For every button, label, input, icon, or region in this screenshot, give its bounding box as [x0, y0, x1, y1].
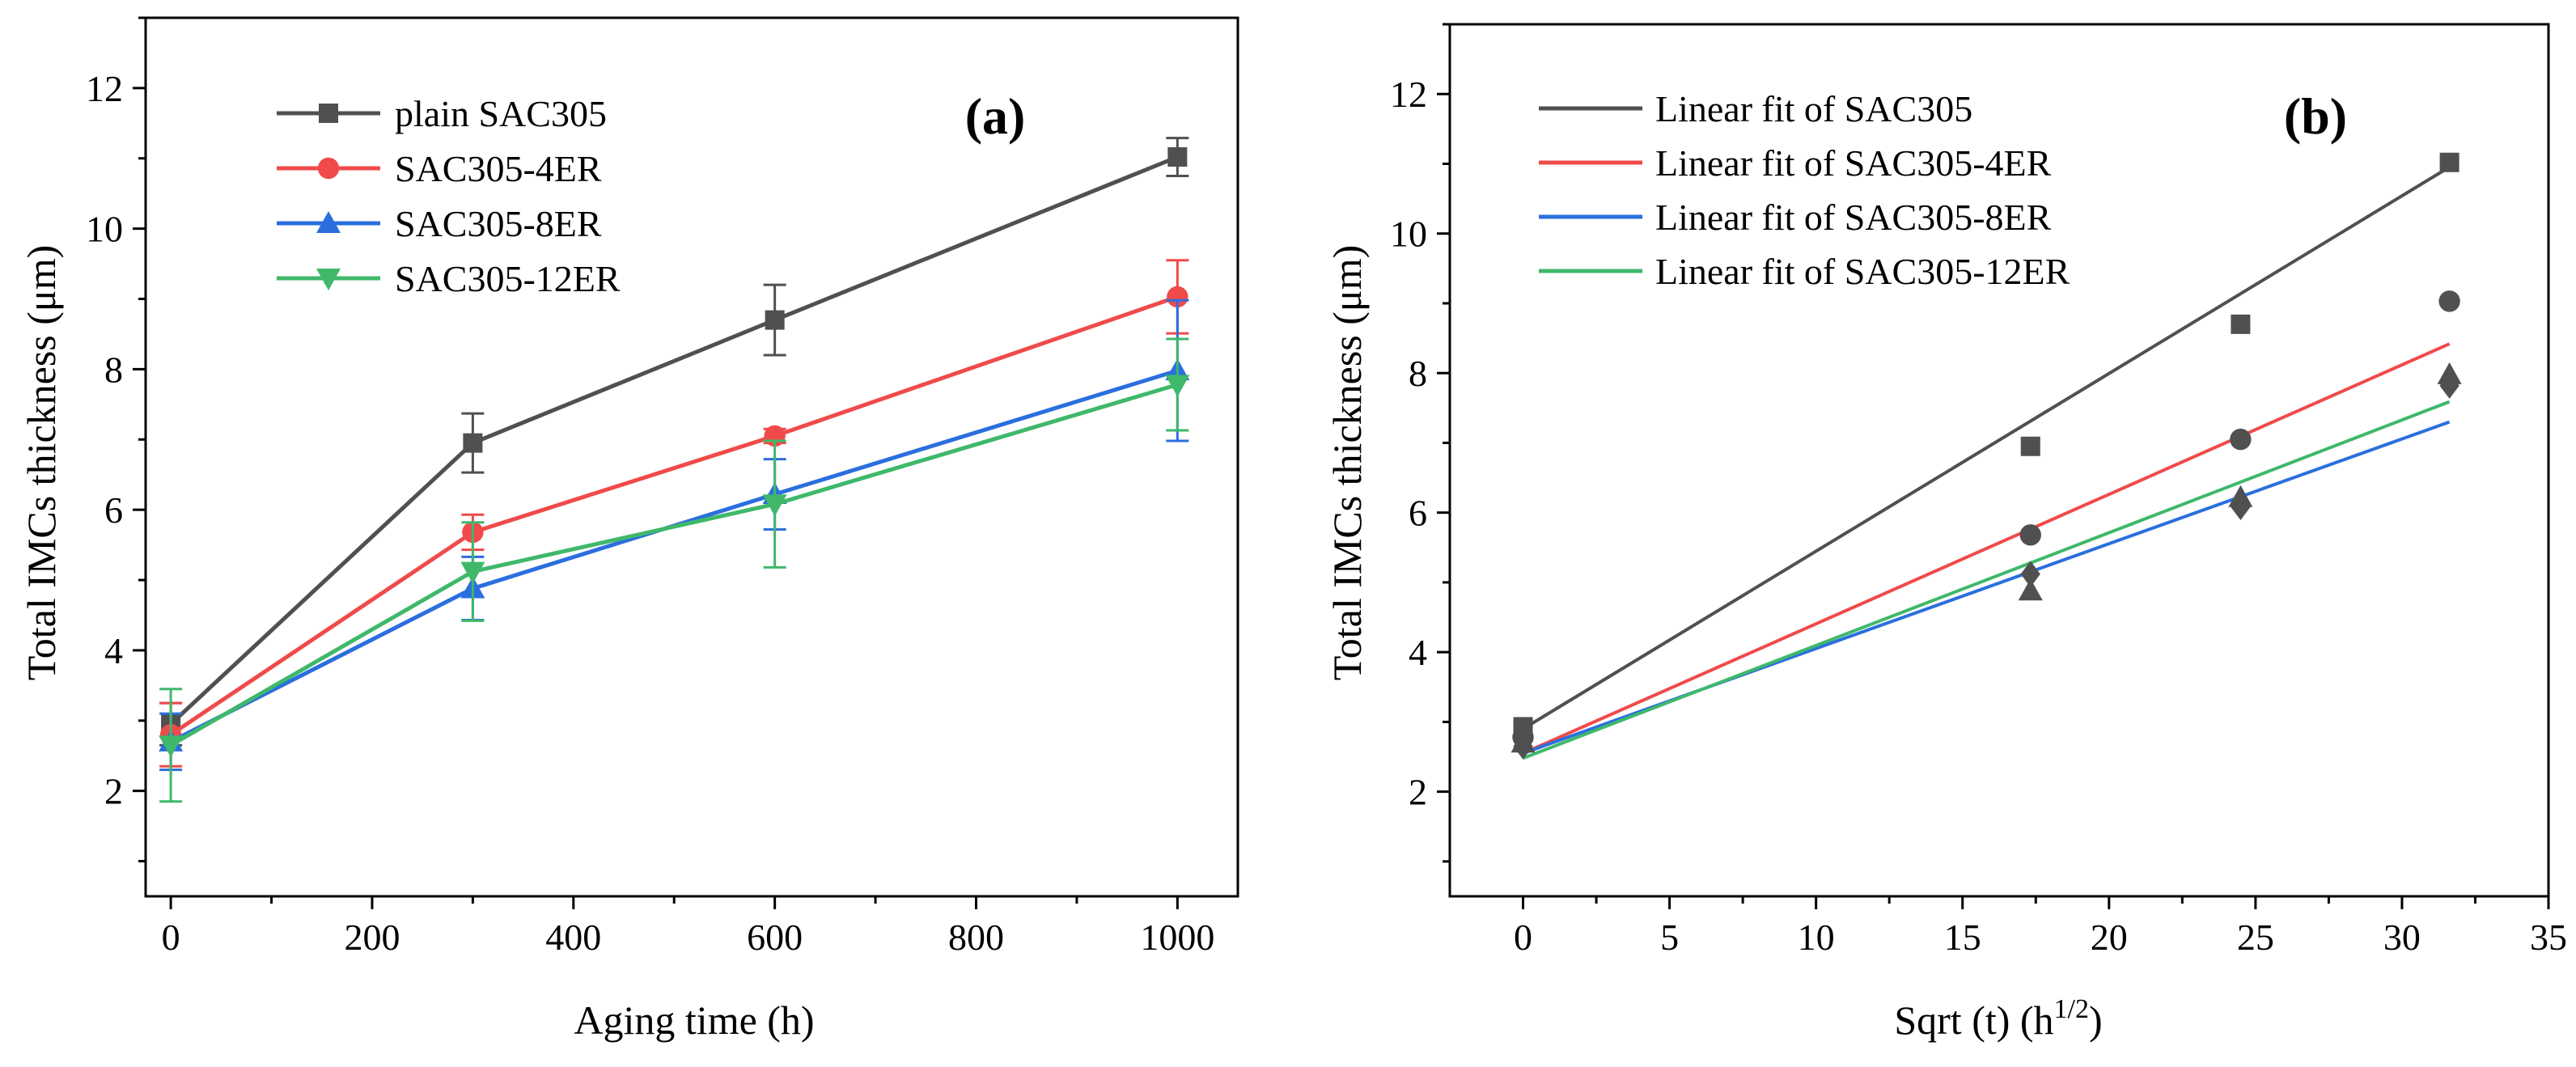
data-point-plain-sac305 [765, 310, 785, 330]
panel-b-x-tick-label: 15 [1944, 917, 1981, 958]
fit-line-linear-fit-of-sac305-12er [1522, 400, 2451, 760]
data-point-plain-sac305 [1167, 147, 1188, 167]
panel-a-legend: plain SAC305 SAC305-4ER SAC305-8ER SAC305-1… [277, 93, 621, 299]
panel-a-x-tick-label: 600 [747, 917, 803, 958]
panel-a-label: (a) [965, 87, 1026, 145]
series-plain-sac305 [159, 137, 1189, 747]
legend-label-linear-fit-of-sac305-4er: Linear fit of SAC305-4ER [1655, 142, 2052, 184]
panel-b-y-tick-label: 2 [1409, 772, 1427, 813]
data-point-plain-sac305 [463, 433, 483, 453]
legend-marker-plain-sac305 [319, 104, 338, 123]
panel-b: 0 5 10 15 20 25 30 35 2 4 6 8 10 12 (b) Total IMCs th… [1324, 23, 2567, 1043]
panel-b-plot-area: 0 5 10 15 20 25 30 35 2 4 6 8 10 12 [1390, 23, 2567, 958]
panel-b-y-tick-label: 4 [1409, 632, 1427, 673]
fit-line-linear-fit-of-sac305 [1522, 165, 2451, 730]
legend-label-plain-sac305: plain SAC305 [395, 93, 607, 134]
data-point-sac305-12er [762, 494, 787, 517]
data-point-sac305-4er [1167, 286, 1188, 308]
legend-marker-sac305-4er [317, 157, 340, 180]
series-sac305-4er [159, 259, 1189, 768]
panel-a-y-tick-label: 6 [104, 489, 123, 531]
data-point-sac305-4er [2230, 428, 2252, 451]
points-sac305-12er [1513, 372, 2459, 760]
panel-a-x-tick-label: 200 [344, 917, 400, 958]
series-line-sac305-12er [169, 383, 1179, 747]
panel-b-y-tick-label: 10 [1390, 214, 1427, 255]
data-point-sac305-4er [2438, 290, 2460, 312]
panel-b-x-tick-label: 10 [1798, 917, 1835, 958]
legend-label-sac305-4er: SAC305-4ER [395, 148, 602, 189]
panel-b-y-tick-label: 6 [1409, 493, 1427, 534]
data-point-sac305-12er [1513, 733, 1533, 760]
panel-b-y-tick-label: 8 [1409, 353, 1427, 394]
panel-a-x-tick-label: 1000 [1140, 917, 1214, 958]
data-point-sac305-4er [2019, 524, 2041, 546]
panel-a-y-tick-label: 12 [86, 68, 123, 109]
data-point-sac305-12er [2439, 372, 2459, 399]
panel-a-frame [144, 16, 1239, 898]
panel-a-y-tick-label: 10 [86, 209, 123, 250]
panel-b-x-tick-label: 25 [2237, 917, 2274, 958]
panel-b-x-axis-title-suffix: ) [2089, 997, 2103, 1043]
panel-b-x-axis-title-superscript: 1/2 [2054, 994, 2089, 1024]
series-line-sac305-8er [169, 368, 1179, 744]
fit-line-linear-fit-of-sac305-4er [1522, 342, 2451, 756]
panel-b-x-tick-label: 5 [1660, 917, 1679, 958]
data-point-sac305 [2020, 436, 2040, 456]
legend-label-sac305-12er: SAC305-12ER [395, 258, 621, 299]
data-point-sac305-12er [159, 735, 184, 758]
series-sac305-12er [159, 337, 1190, 803]
legend-label-linear-fit-of-sac305-12er: Linear fit of SAC305-12ER [1655, 251, 2070, 292]
panel-a-x-tick-label: 800 [948, 917, 1004, 958]
panel-b-x-tick-label: 35 [2530, 917, 2567, 958]
panel-b-y-axis-title: Total IMCs thickness (μm) [1324, 245, 1370, 681]
panel-a: 0 200 400 600 800 1000 2 4 6 8 10 12 (a) Aging time… [19, 16, 1239, 1043]
data-point-sac305-12er [2231, 493, 2251, 520]
data-point-sac305-12er [1165, 375, 1190, 397]
panel-a-plot-area: 0 200 400 600 800 1000 2 4 6 8 10 12 [86, 16, 1239, 958]
panel-a-y-tick-label: 4 [104, 630, 123, 671]
series-line-sac305-4er [169, 294, 1179, 737]
legend-label-sac305-8er: SAC305-8ER [395, 203, 602, 244]
legend-label-linear-fit-of-sac305: Linear fit of SAC305 [1655, 88, 1972, 129]
panel-a-x-tick-label: 400 [545, 917, 601, 958]
panel-b-x-axis-title-main: Sqrt (t) (h [1894, 997, 2053, 1043]
panel-b-x-tick-label: 20 [2091, 917, 2128, 958]
panel-b-x-tick-label: 0 [1514, 917, 1532, 958]
legend-marker-sac305-12er [316, 269, 341, 290]
panel-a-x-axis-title: Aging time (h) [574, 997, 814, 1043]
panel-b-y-tick-label: 12 [1390, 74, 1427, 115]
panel-b-x-tick-label: 30 [2383, 917, 2421, 958]
panel-b-legend: Linear fit of SAC305 Linear fit of SAC305… [1539, 88, 2070, 292]
panel-a-y-tick-label: 2 [104, 771, 123, 812]
data-point-sac305-12er [460, 561, 485, 584]
series-line-plain-sac305 [169, 155, 1179, 726]
legend-label-linear-fit-of-sac305-8er: Linear fit of SAC305-8ER [1655, 197, 2052, 238]
panel-a-x-tick-label: 0 [162, 917, 180, 958]
data-point-sac305-8er [2018, 578, 2043, 601]
data-point-sac305-12er [2020, 561, 2040, 587]
panel-b-x-axis-title: Sqrt (t) (h1/2) [1894, 994, 2102, 1043]
panel-b-frame [1448, 23, 2550, 898]
data-point-sac305 [2439, 152, 2459, 172]
panel-a-y-axis-title: Total IMCs thickness (μm) [19, 245, 64, 681]
panel-a-y-tick-label: 8 [104, 349, 123, 390]
data-point-sac305 [2231, 314, 2251, 334]
panel-b-label: (b) [2284, 87, 2347, 145]
legend-marker-sac305-8er [316, 211, 341, 233]
